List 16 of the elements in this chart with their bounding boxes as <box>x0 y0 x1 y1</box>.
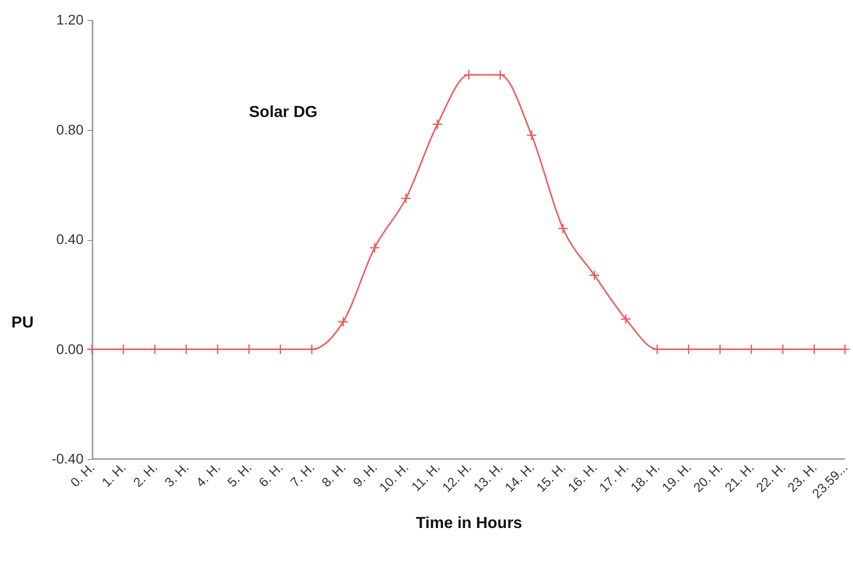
x-tick-label: 8. H. <box>318 460 349 490</box>
x-tick-label: 4. H. <box>193 460 224 490</box>
x-axis-title: Time in Hours <box>416 515 522 532</box>
x-tick-label: 7. H. <box>287 460 318 490</box>
x-tick-label: 2. H. <box>130 460 160 490</box>
y-tick-label: -0.40 <box>52 450 84 466</box>
x-tick-label: 5. H. <box>224 460 254 490</box>
y-axis-title: PU <box>11 314 34 332</box>
text: Solar DG <box>249 104 318 121</box>
y-tick-label: 1.20 <box>56 12 84 28</box>
y-tick-label: 0.00 <box>56 340 84 357</box>
x-tick-label: 6. H. <box>256 460 286 490</box>
y-tick-label: 0.80 <box>56 121 84 138</box>
y-tick-label: 0.40 <box>56 231 84 247</box>
x-tick-label: 3. H. <box>162 460 192 490</box>
x-tick-label: 1. H. <box>98 460 129 490</box>
